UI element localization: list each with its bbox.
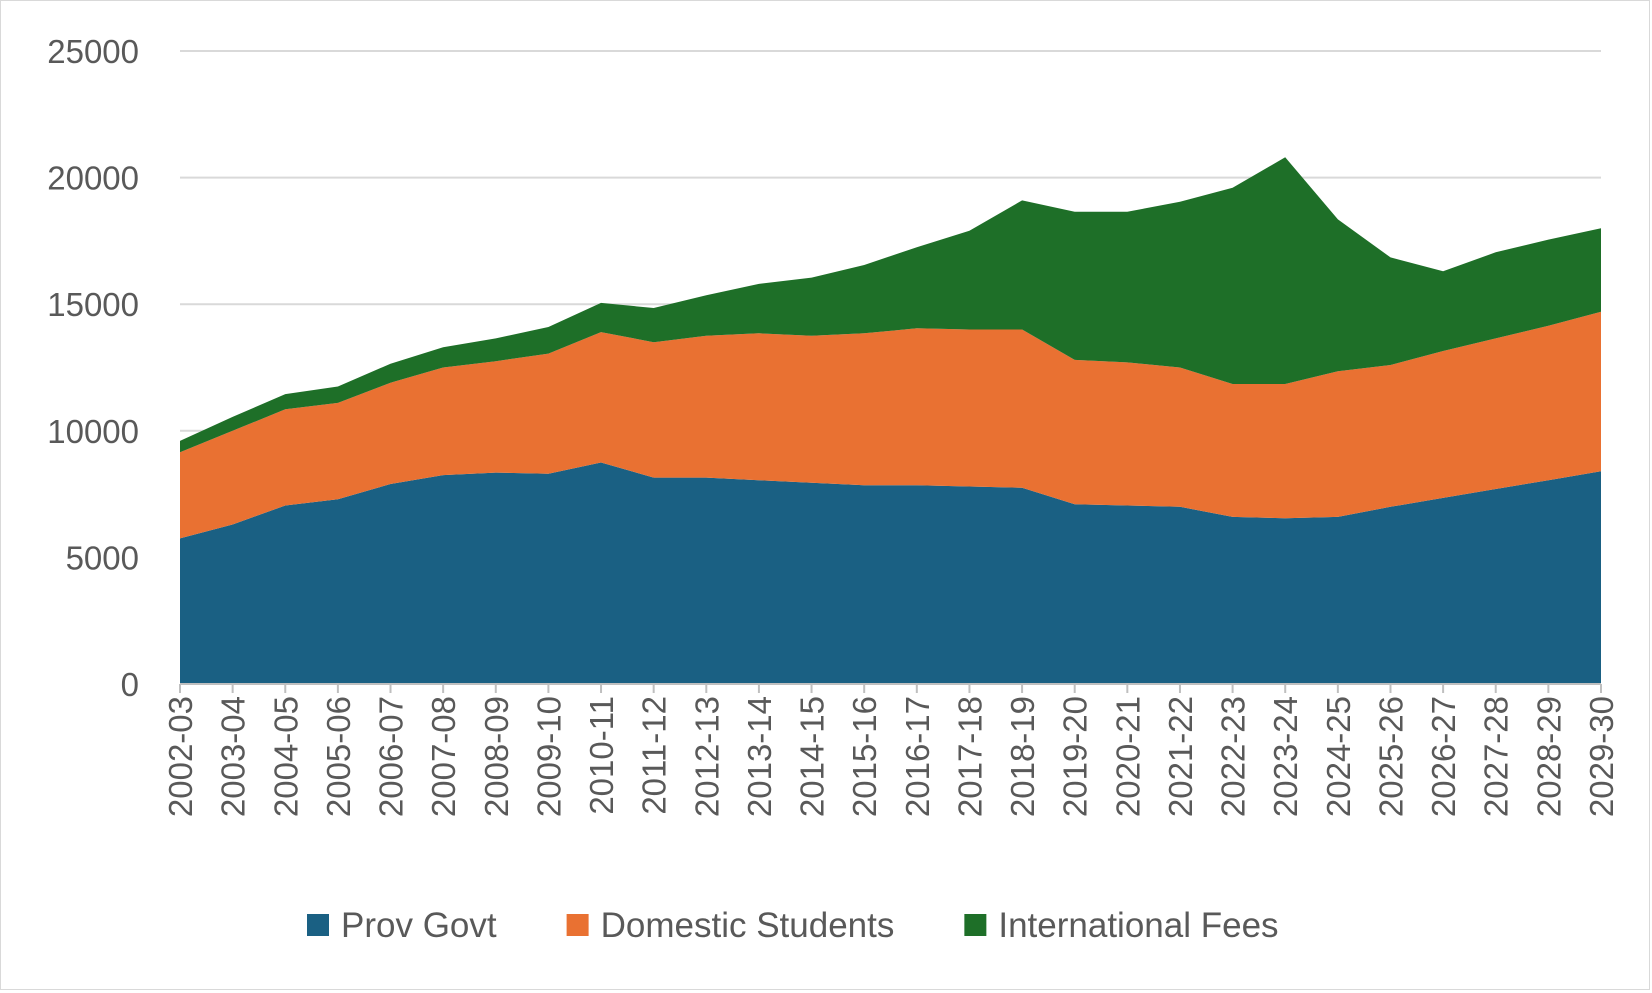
x-tick-label: 2019-20	[1057, 696, 1094, 817]
y-axis-tick-labels: 0 5000 10000 15000 20000 25000	[47, 33, 139, 703]
x-tick-label: 2012-13	[688, 696, 725, 817]
y-tick-label: 15000	[47, 286, 139, 323]
x-tick-label: 2014-15	[794, 696, 831, 817]
area-series-layer	[180, 157, 1601, 684]
y-tick-label: 10000	[47, 413, 139, 450]
x-tick-label: 2028-29	[1530, 696, 1567, 817]
y-tick-label: 20000	[47, 160, 139, 197]
area-international-fees	[180, 157, 1601, 453]
x-tick-label: 2022-23	[1215, 696, 1252, 817]
x-tick-label: 2004-05	[267, 696, 304, 817]
x-tick-label: 2005-06	[320, 696, 357, 817]
area-prov-govt	[180, 462, 1601, 684]
x-tick-label: 2025-26	[1372, 696, 1409, 817]
legend-item-prov-govt: Prov Govt	[307, 906, 497, 945]
area-domestic-students	[180, 311, 1601, 539]
x-tick-label: 2021-22	[1162, 696, 1199, 817]
x-tick-label: 2006-07	[373, 696, 410, 817]
x-tick-label: 2011-12	[636, 696, 673, 815]
x-tick-label: 2003-04	[215, 696, 252, 817]
legend-label: Prov Govt	[341, 906, 497, 945]
x-tick-label: 2023-24	[1267, 696, 1304, 817]
legend-label: International Fees	[998, 906, 1278, 945]
x-tick-label: 2024-25	[1320, 696, 1357, 817]
y-tick-label: 0	[121, 666, 139, 703]
x-tick-label: 2013-14	[741, 696, 778, 817]
x-tick-label: 2018-19	[1004, 696, 1041, 817]
legend-item-domestic-students: Domestic Students	[566, 906, 895, 945]
x-tick-label: 2027-28	[1478, 696, 1515, 817]
x-tick-label: 2017-18	[951, 696, 988, 817]
x-tick-label: 2007-08	[425, 696, 462, 817]
x-tick-label: 2002-03	[162, 696, 199, 817]
x-tick-label: 2009-10	[530, 696, 567, 817]
x-axis-tick-labels: 2002-03 2003-04 2004-05 2005-06 2006-07 2007-…	[162, 696, 1620, 817]
x-tick-label: 2020-21	[1109, 696, 1146, 817]
legend-swatch	[566, 914, 589, 936]
y-tick-label: 25000	[47, 33, 139, 70]
legend: Prov Govt Domestic Students International …	[307, 906, 1279, 945]
x-tick-label: 2010-11	[583, 696, 620, 815]
y-tick-label: 5000	[66, 539, 139, 576]
x-tick-label: 2026-27	[1425, 696, 1462, 817]
legend-label: Domestic Students	[601, 906, 895, 945]
x-tick-label: 2015-16	[846, 696, 883, 817]
legend-item-international-fees: International Fees	[964, 906, 1279, 945]
x-tick-label: 2016-17	[899, 696, 936, 817]
legend-swatch	[307, 914, 329, 936]
legend-swatch	[964, 914, 987, 936]
x-tick-label: 2029-30	[1583, 696, 1620, 817]
axes	[179, 683, 1602, 693]
x-tick-label: 2008-09	[478, 696, 515, 817]
